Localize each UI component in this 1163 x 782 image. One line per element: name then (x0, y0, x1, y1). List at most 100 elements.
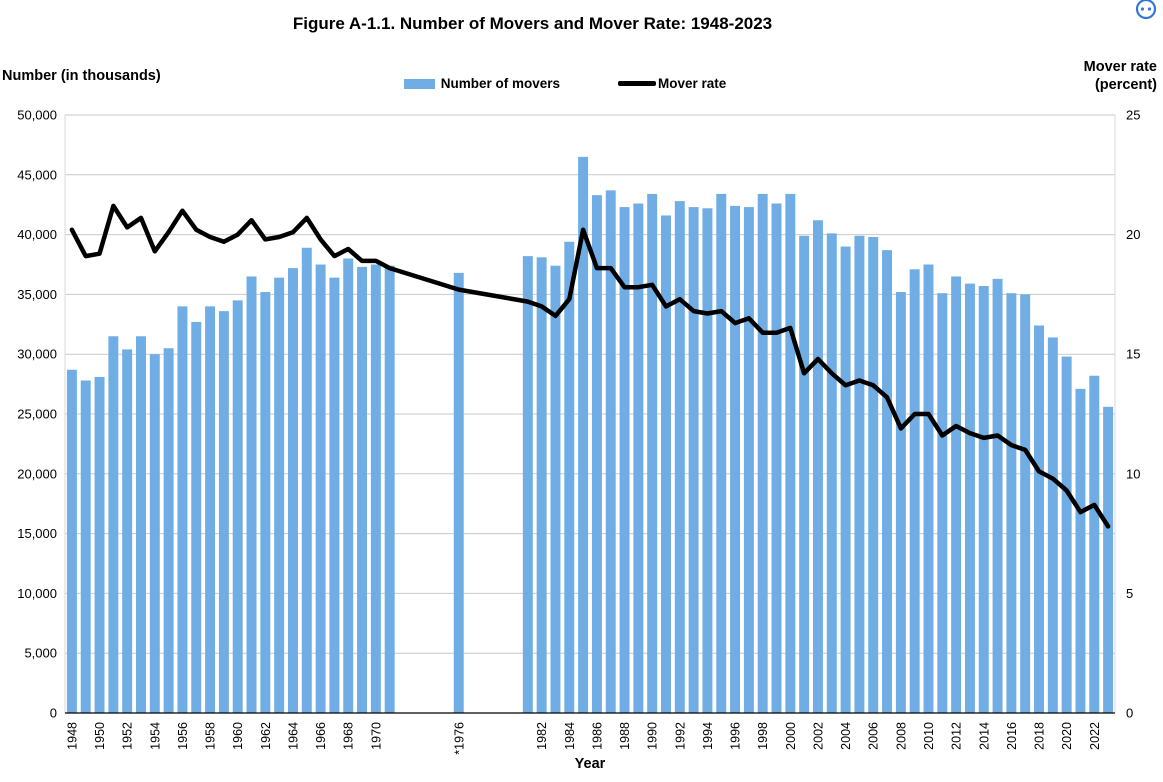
x-tick-label-1958: 1958 (204, 722, 218, 750)
mover-bar-2005 (854, 235, 865, 713)
mover-bar-1967 (329, 277, 340, 713)
x-tick-label-1990: 1990 (646, 722, 660, 750)
mover-bar-1962 (260, 292, 271, 713)
x-tick-label-2012: 2012 (950, 722, 964, 750)
mover-bar-2011 (937, 293, 948, 713)
x-tick-label-1994: 1994 (701, 722, 715, 750)
y-left-tick-label: 40,000 (17, 227, 57, 242)
mover-bar-1991 (661, 215, 671, 714)
mover-bar-2021 (1075, 388, 1086, 713)
mover-bar-1995 (716, 193, 727, 713)
y-right-tick-label: 25 (1126, 108, 1140, 123)
mover-bar-1968 (343, 258, 354, 713)
mover-bar-2018 (1034, 325, 1044, 713)
mover-bar-2015 (992, 278, 1003, 713)
mover-bar-1964 (287, 268, 298, 713)
mover-bar-2000 (785, 193, 796, 713)
mover-bar-1970 (370, 264, 381, 713)
mover-bar-2009 (909, 269, 920, 713)
mover-bar-1992 (674, 201, 685, 713)
mover-bar-2022 (1089, 375, 1100, 713)
mover-bar-2013 (964, 283, 975, 713)
mover-bar-1951 (108, 336, 119, 713)
mover-bar-1983 (550, 265, 561, 713)
mover-bar-2016 (1006, 293, 1017, 713)
legend-label-rate: Mover rate (658, 76, 727, 91)
mover-bar-1957 (191, 321, 202, 713)
x-tick-label-1992: 1992 (673, 722, 687, 750)
y-left-tick-label: 5,000 (24, 646, 57, 661)
x-tick-label-1948: 1948 (65, 722, 79, 750)
x-tick-label-2008: 2008 (894, 722, 908, 750)
legend-item-rate: Mover rate (618, 76, 726, 91)
bar-series-swatch (403, 78, 435, 89)
mover-bar-1994 (702, 208, 713, 713)
x-tick-label-1998: 1998 (756, 722, 770, 750)
x-tick-label-2018: 2018 (1033, 722, 1047, 750)
y-right-tick-label: 0 (1126, 706, 1133, 721)
y-left-tick-label: 50,000 (17, 108, 57, 123)
mover-bar-2006 (868, 236, 879, 713)
mover-bar-2007 (882, 250, 893, 713)
mover-bar-1961 (246, 276, 257, 713)
x-tick-label-2000: 2000 (784, 722, 798, 750)
mover-bar-1955 (163, 348, 174, 713)
x-tick-label-1952: 1952 (121, 722, 135, 750)
x-tick-label-2020: 2020 (1060, 722, 1074, 750)
x-tick-label-1988: 1988 (618, 722, 632, 750)
x-tick-label-1950: 1950 (93, 722, 107, 750)
mover-bar-1965 (301, 247, 312, 714)
mover-bar-1981 (522, 256, 533, 713)
mover-bar-2001 (799, 235, 810, 713)
mover-bar-1985 (578, 156, 589, 714)
x-tick-label-2006: 2006 (867, 722, 881, 750)
chart-title: Figure A-1.1. Number of Movers and Mover… (292, 14, 773, 33)
y-left-tick-label: 25,000 (17, 407, 57, 422)
chart-legend: Number of movers Mover rate (0, 76, 1130, 91)
mover-bar-1998 (757, 193, 768, 713)
mover-bar-1948 (66, 369, 77, 713)
x-tick-label-2022: 2022 (1088, 722, 1102, 750)
y-right-tick-label: 10 (1126, 466, 1140, 481)
mover-bar-2014 (978, 286, 989, 713)
right-axis-title-line1: Mover rate (1083, 59, 1157, 75)
mover-bar-2017 (1020, 294, 1031, 713)
mover-bar-1953 (136, 336, 146, 713)
mover-bar-2010 (923, 264, 934, 713)
mover-bar-1986 (591, 195, 602, 713)
mover-bar-1969 (357, 266, 368, 713)
y-left-tick-label: 10,000 (17, 586, 57, 601)
mover-bar-1984 (564, 241, 575, 713)
y-left-tick-label: 35,000 (17, 287, 57, 302)
mover-bar-1963 (274, 277, 285, 713)
x-tick-label-1976: *1976 (452, 722, 466, 755)
mover-bar-1976 (453, 272, 464, 713)
mover-bar-1959 (218, 311, 229, 713)
y-left-tick-label: 15,000 (17, 526, 57, 541)
x-tick-label-2004: 2004 (839, 722, 853, 750)
x-tick-label-2002: 2002 (811, 722, 825, 750)
y-left-tick-label: 45,000 (17, 167, 57, 182)
x-tick-label-1968: 1968 (342, 722, 356, 750)
x-tick-label-1984: 1984 (563, 722, 577, 750)
y-right-tick-label: 20 (1126, 227, 1140, 242)
mover-bar-1988 (619, 207, 630, 714)
mover-bar-1999 (771, 203, 782, 713)
mover-bar-1956 (177, 306, 188, 713)
y-left-tick-label: 0 (50, 706, 57, 721)
mover-bar-2020 (1061, 356, 1072, 713)
mover-bar-1950 (94, 376, 105, 713)
right-axis-title: Mover rate (percent) (1084, 58, 1157, 94)
x-tick-label-2016: 2016 (1005, 722, 1019, 750)
y-right-tick-label: 5 (1126, 586, 1133, 601)
mover-bar-1960 (232, 300, 243, 713)
left-axis-title: Number (in thousands) (2, 68, 161, 84)
mover-bar-2019 (1047, 337, 1058, 713)
mover-bar-2012 (951, 276, 962, 713)
x-axis-title: Year (574, 756, 606, 772)
mover-bar-2002 (812, 220, 823, 714)
mover-bar-1993 (688, 207, 699, 714)
x-tick-label-1956: 1956 (176, 722, 190, 750)
copilot-icon[interactable] (1131, 0, 1161, 24)
